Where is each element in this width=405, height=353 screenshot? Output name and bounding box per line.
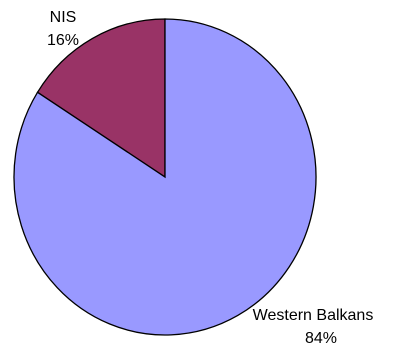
pie-slice-western-balkans [13, 18, 317, 336]
slice-label-nis-value: 16% [47, 32, 79, 49]
slice-label-western-balkans-name: Western Balkans [253, 307, 374, 324]
slice-label-nis: NIS 16% [47, 9, 79, 49]
pie-slices [13, 18, 317, 336]
slice-label-western-balkans-value: 84% [305, 330, 337, 347]
pie-slice-nis [36, 18, 166, 179]
slice-label-western-balkans: Western Balkans 84% [253, 307, 374, 347]
slice-label-nis-name: NIS [50, 9, 77, 26]
